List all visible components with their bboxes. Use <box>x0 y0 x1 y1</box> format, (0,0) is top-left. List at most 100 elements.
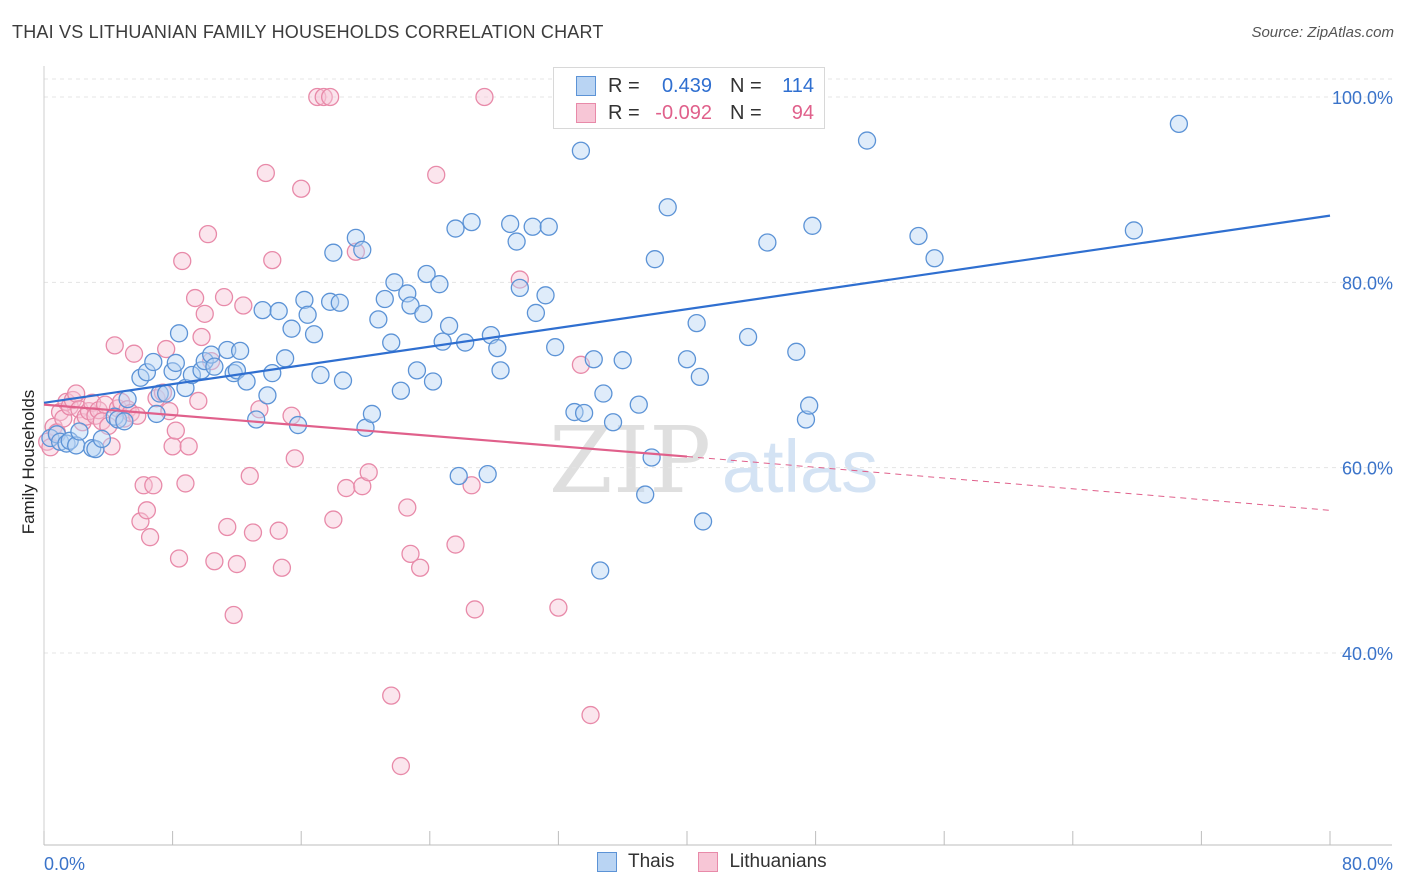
legend-r-label: R = <box>608 101 640 124</box>
point-thais <box>636 485 655 504</box>
point-thais <box>738 327 758 347</box>
point-thais <box>258 386 277 405</box>
y-axis-label: Family Households <box>19 390 38 535</box>
legend-swatch-thais <box>576 76 596 96</box>
trendline-thais <box>43 214 1331 404</box>
point-thais <box>433 332 452 351</box>
point-lithuanians <box>140 528 160 547</box>
point-lithuanians <box>134 476 153 495</box>
series-legend-item-thais[interactable]: Thais <box>597 851 674 873</box>
point-thais <box>803 216 822 235</box>
series-legend-swatch-lithuanians <box>698 852 719 872</box>
point-thais <box>693 512 713 531</box>
point-lithuanians <box>205 552 224 571</box>
point-thais <box>320 292 340 311</box>
point-lithuanians <box>320 87 340 107</box>
point-thais <box>491 361 510 380</box>
point-thais <box>758 233 777 252</box>
point-thais <box>565 402 584 422</box>
point-lithuanians <box>144 476 163 495</box>
point-lithuanians <box>308 87 327 107</box>
point-thais <box>391 381 411 400</box>
point-thais <box>449 466 468 486</box>
point-thais <box>523 217 542 236</box>
chart-source: Source: ZipAtlas.com <box>1251 24 1394 41</box>
point-lithuanians <box>189 391 208 411</box>
point-thais <box>536 286 555 305</box>
legend-r-label: R = <box>608 74 640 97</box>
point-thais <box>333 371 353 390</box>
watermark-zip: ZIP <box>549 407 711 514</box>
point-thais <box>787 342 806 361</box>
point-lithuanians <box>263 250 282 270</box>
point-thais <box>677 350 697 369</box>
point-lithuanians <box>234 296 253 315</box>
point-thais <box>375 289 394 309</box>
series-legend: Thais Lithuanians <box>597 851 851 873</box>
legend-n-label: N = <box>730 101 762 124</box>
point-lithuanians <box>169 549 189 568</box>
point-lithuanians <box>446 535 465 554</box>
point-lithuanians <box>285 449 304 468</box>
point-thais <box>546 338 565 357</box>
point-thais <box>613 351 632 370</box>
point-lithuanians <box>359 463 378 482</box>
series-legend-label-lithuanians: Lithuanians <box>729 851 827 872</box>
point-thais <box>571 141 591 160</box>
point-lithuanians <box>227 554 247 574</box>
point-thais <box>92 429 112 449</box>
point-lithuanians <box>256 163 275 183</box>
point-lithuanians <box>202 351 221 371</box>
point-thais <box>218 340 237 360</box>
point-thais <box>594 384 613 403</box>
point-thais <box>263 363 282 383</box>
point-thais <box>86 439 105 459</box>
point-lithuanians <box>346 242 366 261</box>
point-thais <box>369 310 388 329</box>
point-lithuanians <box>382 686 401 705</box>
point-lithuanians <box>192 327 211 347</box>
point-thais <box>1124 221 1144 240</box>
point-lithuanians <box>250 400 269 419</box>
point-lithuanians <box>427 165 446 184</box>
legend-n-value-lithuanians: 94 <box>791 101 814 124</box>
point-lithuanians <box>105 336 124 355</box>
point-thais <box>157 384 176 403</box>
point-thais <box>118 389 137 409</box>
point-thais <box>324 243 343 262</box>
legend-row-thais: R = 0.439 N = 114 <box>576 74 814 98</box>
legend-r-value-thais: 0.439 <box>661 74 712 97</box>
point-thais <box>169 324 189 343</box>
point-thais <box>105 407 124 426</box>
point-thais <box>501 214 520 234</box>
point-thais <box>462 212 481 232</box>
point-thais <box>446 219 465 238</box>
point-lithuanians <box>398 498 417 517</box>
point-lithuanians <box>173 251 192 271</box>
y-tick-label: 100.0% <box>1332 88 1393 108</box>
point-thais <box>796 410 816 429</box>
point-thais <box>800 396 819 415</box>
trendline-lithuanians-extrapolated <box>686 456 1331 511</box>
point-thais <box>507 232 526 251</box>
point-lithuanians <box>549 598 568 617</box>
point-lithuanians <box>218 517 237 537</box>
point-thais <box>629 395 648 414</box>
point-thais <box>584 350 603 369</box>
legend-swatch-lithuanians <box>576 103 596 123</box>
point-thais <box>205 357 224 376</box>
series-legend-item-lithuanians[interactable]: Lithuanians <box>698 851 827 873</box>
y-tick-label: 40.0% <box>1342 644 1393 664</box>
point-thais <box>510 278 529 298</box>
point-lithuanians <box>324 510 343 529</box>
point-thais <box>237 372 256 391</box>
point-thais <box>574 403 594 423</box>
point-thais <box>269 301 288 321</box>
legend-r-value-lithuanians: -0.092 <box>655 101 712 124</box>
point-thais <box>478 465 497 484</box>
point-thais <box>401 296 420 315</box>
point-thais <box>645 250 664 269</box>
point-thais <box>591 561 610 580</box>
point-lithuanians <box>214 288 234 307</box>
point-lithuanians <box>163 437 182 456</box>
